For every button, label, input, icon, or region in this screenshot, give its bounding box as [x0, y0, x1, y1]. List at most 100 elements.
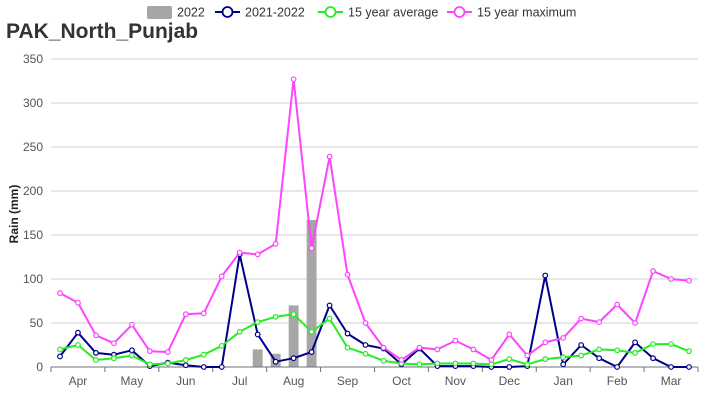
point-15-year-maximum-22[interactable]	[434, 346, 441, 353]
point-15-year-maximum-32[interactable]	[614, 301, 621, 308]
point-15-year-maximum-19[interactable]	[380, 344, 387, 351]
point-15-year-maximum-7[interactable]	[164, 349, 171, 355]
point-15-year-average-31[interactable]	[596, 346, 603, 353]
point-15-year-maximum-3[interactable]	[93, 332, 99, 339]
point-15-year-average-27[interactable]	[524, 361, 531, 368]
point-15-year-maximum-29[interactable]	[560, 335, 567, 341]
point-15-year-average-29[interactable]	[560, 354, 567, 361]
point-2021-2022-9[interactable]	[200, 364, 207, 370]
bar-2022-14[interactable]	[288, 305, 299, 367]
point-15-year-average-10[interactable]	[218, 342, 225, 349]
point-2021-2022-26[interactable]	[506, 364, 513, 370]
point-2021-2022-34[interactable]	[650, 355, 656, 362]
point-15-year-maximum-8[interactable]	[182, 311, 189, 318]
point-2021-2022-5[interactable]	[128, 347, 135, 354]
point-2021-2022-8[interactable]	[182, 362, 189, 369]
point-15-year-maximum-36[interactable]	[686, 277, 692, 284]
point-15-year-maximum-6[interactable]	[146, 348, 153, 355]
legend-item-2021-2022[interactable]: 2021-2022	[215, 6, 305, 20]
point-15-year-average-7[interactable]	[164, 360, 171, 367]
point-2021-2022-13[interactable]	[272, 358, 279, 365]
point-2021-2022-3[interactable]	[93, 350, 99, 356]
point-15-year-average-15[interactable]	[308, 328, 315, 335]
point-15-year-maximum-21[interactable]	[416, 344, 423, 351]
point-15-year-average-28[interactable]	[542, 356, 549, 362]
point-15-year-average-9[interactable]	[200, 351, 207, 358]
series-line-15-year-average[interactable]	[59, 313, 690, 366]
point-15-year-maximum-11[interactable]	[236, 249, 243, 256]
point-15-year-average-2[interactable]	[75, 342, 81, 348]
point-15-year-maximum-5[interactable]	[128, 321, 135, 328]
point-15-year-maximum-23[interactable]	[452, 337, 459, 344]
point-2021-2022-32[interactable]	[614, 364, 621, 370]
point-15-year-maximum-30[interactable]	[578, 315, 585, 322]
point-15-year-average-12[interactable]	[254, 319, 261, 326]
point-15-year-average-4[interactable]	[111, 355, 117, 362]
point-15-year-average-23[interactable]	[452, 360, 459, 367]
point-15-year-maximum-25[interactable]	[488, 357, 495, 363]
point-2021-2022-17[interactable]	[344, 330, 351, 337]
point-15-year-maximum-26[interactable]	[506, 331, 513, 338]
point-2021-2022-16[interactable]	[326, 302, 333, 309]
point-15-year-average-6[interactable]	[146, 361, 153, 368]
point-15-year-average-24[interactable]	[470, 360, 477, 367]
point-15-year-average-8[interactable]	[182, 357, 189, 363]
point-15-year-maximum-12[interactable]	[254, 251, 261, 258]
point-15-year-maximum-16[interactable]	[326, 153, 333, 160]
legend-item-15-year-average[interactable]: 15 year average	[318, 6, 438, 20]
point-15-year-maximum-14[interactable]	[290, 76, 297, 83]
legend[interactable]: 2022 2021-2022 15 year average 15 year maxi…	[147, 6, 576, 20]
point-2021-2022-33[interactable]	[632, 339, 638, 346]
point-2021-2022-2[interactable]	[75, 329, 81, 336]
point-15-year-maximum-4[interactable]	[111, 340, 117, 347]
point-2021-2022-10[interactable]	[218, 364, 225, 370]
point-15-year-average-30[interactable]	[578, 352, 585, 359]
point-15-year-average-22[interactable]	[434, 360, 441, 367]
point-2021-2022-36[interactable]	[686, 364, 692, 370]
point-15-year-maximum-24[interactable]	[470, 346, 477, 353]
point-15-year-average-26[interactable]	[506, 356, 513, 362]
point-15-year-maximum-31[interactable]	[596, 319, 603, 326]
point-15-year-maximum-20[interactable]	[398, 357, 405, 363]
point-2021-2022-18[interactable]	[362, 342, 369, 348]
point-15-year-maximum-27[interactable]	[524, 352, 531, 359]
point-15-year-maximum-15[interactable]	[308, 245, 315, 252]
legend-item-15-year-maximum[interactable]: 15 year maximum	[447, 6, 576, 20]
point-2021-2022-12[interactable]	[254, 331, 261, 338]
point-15-year-average-3[interactable]	[93, 357, 99, 363]
point-15-year-maximum-35[interactable]	[668, 276, 674, 282]
point-15-year-average-5[interactable]	[128, 352, 135, 359]
point-2021-2022-14[interactable]	[290, 355, 297, 362]
point-15-year-average-17[interactable]	[344, 344, 351, 351]
series-line-15-year-maximum[interactable]	[59, 78, 690, 361]
point-15-year-average-19[interactable]	[380, 357, 387, 364]
point-2021-2022-30[interactable]	[578, 342, 585, 348]
point-15-year-average-21[interactable]	[416, 361, 423, 368]
point-15-year-maximum-13[interactable]	[272, 240, 279, 247]
point-2021-2022-15[interactable]	[308, 349, 315, 355]
point-2021-2022-35[interactable]	[668, 364, 674, 370]
point-2021-2022-28[interactable]	[542, 272, 549, 279]
point-15-year-average-18[interactable]	[362, 350, 369, 357]
point-15-year-maximum-18[interactable]	[362, 320, 369, 326]
point-15-year-average-36[interactable]	[686, 348, 692, 355]
point-15-year-maximum-2[interactable]	[75, 299, 81, 306]
point-2021-2022-29[interactable]	[560, 361, 567, 368]
point-2021-2022-31[interactable]	[596, 355, 603, 362]
point-15-year-average-13[interactable]	[272, 313, 279, 320]
point-15-year-maximum-28[interactable]	[542, 339, 549, 346]
point-15-year-maximum-9[interactable]	[200, 310, 207, 317]
bar-2022-12[interactable]	[252, 349, 263, 367]
point-15-year-average-16[interactable]	[326, 315, 333, 322]
point-15-year-maximum-33[interactable]	[632, 320, 638, 326]
point-15-year-average-1[interactable]	[57, 346, 63, 353]
bar-2022-15[interactable]	[306, 220, 317, 367]
point-15-year-average-11[interactable]	[236, 328, 243, 335]
point-15-year-average-34[interactable]	[650, 341, 656, 348]
point-15-year-maximum-17[interactable]	[344, 271, 351, 278]
legend-item-2022[interactable]: 2022	[147, 6, 205, 20]
point-15-year-average-14[interactable]	[290, 311, 297, 318]
point-15-year-average-32[interactable]	[614, 347, 621, 354]
point-15-year-average-35[interactable]	[668, 341, 674, 348]
point-15-year-maximum-1[interactable]	[57, 290, 63, 296]
